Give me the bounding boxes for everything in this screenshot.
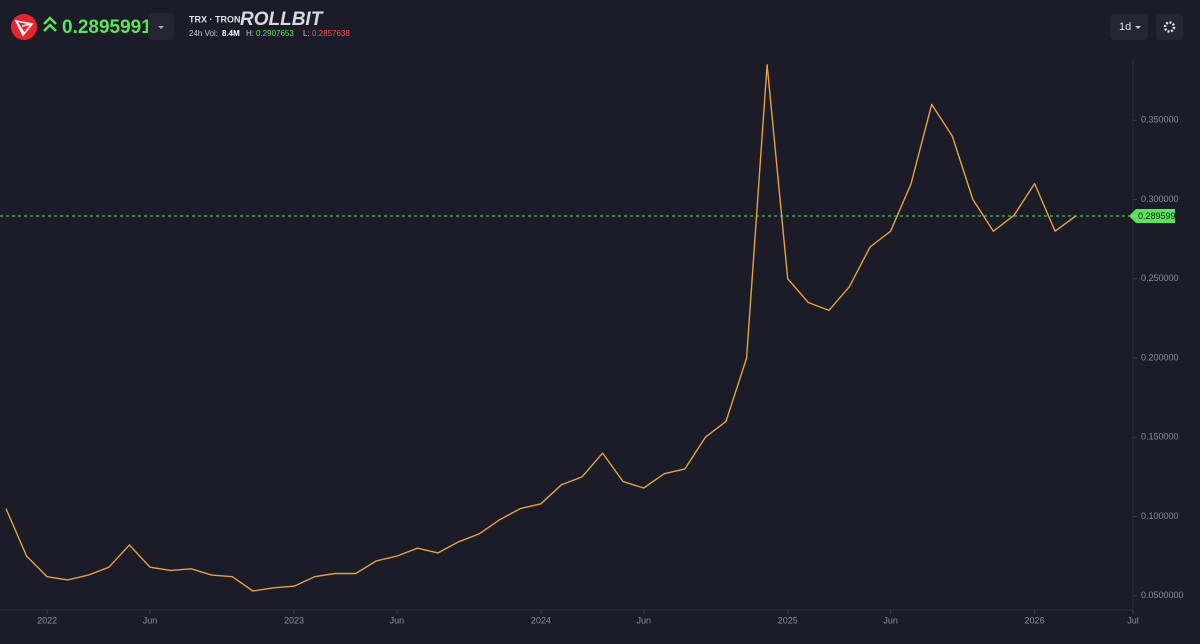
token-icon [11, 14, 37, 40]
low: 0.2857638 [312, 29, 350, 38]
plot [0, 64, 1133, 592]
x-tick-label: Jun [390, 615, 405, 625]
brand: ROLLBIT [240, 9, 324, 30]
y-tick-label: 0.0500000 [1141, 590, 1184, 600]
dropdown-caret [158, 26, 164, 29]
high-label: H: [246, 29, 254, 38]
x-tick-label: 2024 [531, 615, 551, 625]
y-tick-label: 0.150000 [1141, 432, 1179, 442]
y-tick-label: 0.300000 [1141, 194, 1179, 204]
axes: 0.0500000 0.100000 0.150000 0.200000 0.25000… [37, 115, 1183, 626]
y-tick-label: 0.100000 [1141, 511, 1179, 521]
last-price-label: 0.289599 [1138, 211, 1176, 221]
interval: 1d [1119, 21, 1131, 33]
interval-button[interactable] [1110, 14, 1148, 40]
x-tick-label: Jun [883, 615, 898, 625]
low-label: L: [303, 29, 310, 38]
settings-button[interactable] [1156, 14, 1183, 40]
pair: TRX · TRON [189, 14, 241, 24]
price-line [5, 64, 1077, 592]
settings-icon [1163, 21, 1176, 33]
x-tick-label: Jun [143, 615, 158, 625]
x-tick-label: Jul [1127, 615, 1139, 625]
token-icon-glyph [14, 19, 34, 37]
vol-label: 24h Vol: [189, 29, 218, 38]
up-arrow [43, 16, 57, 32]
interval-caret [1135, 26, 1141, 29]
y-tick-label: 0.200000 [1141, 352, 1179, 362]
y-tick-label: 0.350000 [1141, 115, 1179, 125]
x-tick-label: 2022 [37, 615, 57, 625]
price: 0.2895991 [62, 17, 152, 38]
x-tick-label: 2023 [284, 615, 304, 625]
x-tick-label: Jun [636, 615, 651, 625]
y-tick-label: 0.250000 [1141, 273, 1179, 283]
x-tick-label: 2025 [778, 615, 798, 625]
last-price-tag [1129, 208, 1175, 223]
high: 0.2907653 [256, 29, 294, 38]
x-tick-label: 2026 [1025, 615, 1045, 625]
vol: 8.4M [222, 29, 240, 38]
